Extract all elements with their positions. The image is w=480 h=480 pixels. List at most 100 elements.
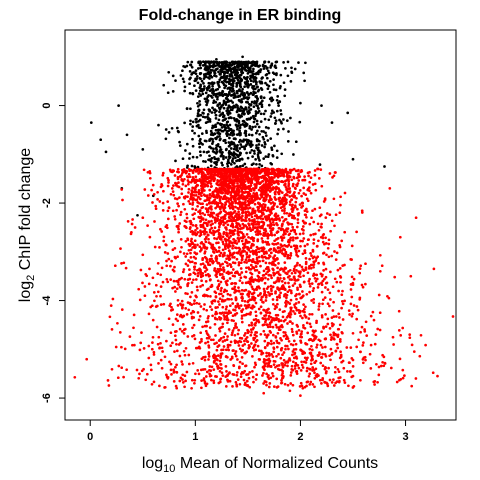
data-point bbox=[299, 101, 302, 105]
data-point bbox=[317, 228, 321, 232]
data-point bbox=[242, 378, 246, 382]
data-point bbox=[204, 384, 208, 388]
data-point bbox=[268, 292, 272, 296]
data-point bbox=[181, 381, 185, 384]
data-point bbox=[331, 324, 334, 328]
data-point bbox=[191, 203, 194, 206]
data-point bbox=[258, 132, 261, 136]
data-point bbox=[295, 372, 299, 375]
data-point bbox=[212, 92, 216, 96]
data-point bbox=[172, 193, 176, 197]
data-point bbox=[217, 284, 221, 288]
data-point bbox=[198, 209, 202, 212]
data-point bbox=[183, 353, 187, 357]
data-point bbox=[153, 245, 157, 249]
data-point bbox=[309, 362, 313, 366]
data-point bbox=[263, 176, 267, 180]
data-point bbox=[216, 364, 220, 368]
data-point bbox=[255, 334, 258, 338]
data-point bbox=[250, 323, 254, 327]
data-point bbox=[351, 386, 355, 389]
data-point bbox=[308, 284, 312, 288]
data-point bbox=[321, 279, 325, 283]
data-point bbox=[280, 239, 284, 242]
data-point bbox=[287, 130, 290, 133]
data-point bbox=[292, 339, 296, 343]
data-point bbox=[256, 262, 259, 265]
data-point bbox=[250, 128, 253, 131]
data-point bbox=[321, 234, 325, 237]
data-point bbox=[240, 190, 244, 193]
data-point bbox=[159, 328, 163, 332]
data-point bbox=[220, 80, 224, 84]
data-point bbox=[226, 318, 230, 322]
data-point bbox=[229, 358, 233, 361]
data-point bbox=[247, 376, 251, 380]
data-point bbox=[211, 106, 214, 110]
data-point bbox=[293, 194, 297, 198]
data-point bbox=[253, 336, 257, 340]
data-point bbox=[250, 215, 254, 219]
data-point bbox=[253, 323, 256, 326]
data-point bbox=[254, 82, 258, 86]
data-point bbox=[189, 222, 193, 226]
data-point bbox=[308, 282, 311, 286]
data-point bbox=[306, 331, 310, 335]
data-point bbox=[236, 202, 240, 205]
data-point bbox=[195, 74, 199, 78]
data-point bbox=[142, 347, 146, 350]
data-point bbox=[410, 343, 414, 347]
data-point bbox=[219, 354, 223, 358]
data-point bbox=[158, 384, 161, 388]
data-point bbox=[294, 347, 298, 351]
data-point bbox=[270, 109, 274, 113]
data-point bbox=[278, 118, 281, 122]
data-point bbox=[387, 296, 391, 300]
data-point bbox=[202, 356, 205, 359]
data-point bbox=[151, 183, 155, 187]
data-point bbox=[319, 361, 323, 365]
data-point bbox=[181, 373, 185, 377]
data-point bbox=[216, 229, 220, 233]
data-point bbox=[235, 311, 239, 315]
data-point bbox=[218, 110, 221, 114]
data-point bbox=[205, 230, 208, 234]
data-point bbox=[255, 119, 259, 123]
data-point bbox=[243, 260, 246, 264]
data-point bbox=[193, 131, 196, 135]
data-point bbox=[177, 204, 180, 208]
data-point bbox=[162, 235, 166, 239]
data-point bbox=[198, 63, 202, 67]
data-point bbox=[316, 255, 320, 259]
data-point bbox=[164, 137, 168, 141]
data-point bbox=[240, 299, 244, 302]
data-point bbox=[221, 89, 224, 93]
data-point bbox=[256, 228, 259, 232]
data-point bbox=[308, 257, 311, 261]
data-point bbox=[296, 218, 300, 221]
data-point bbox=[316, 167, 319, 171]
data-point bbox=[271, 267, 275, 271]
data-point bbox=[213, 132, 216, 135]
data-point bbox=[188, 91, 192, 95]
data-point bbox=[198, 86, 202, 90]
data-point bbox=[219, 189, 223, 192]
data-point bbox=[198, 314, 202, 318]
data-point bbox=[197, 123, 200, 127]
data-point bbox=[182, 332, 186, 335]
data-point bbox=[276, 223, 279, 227]
data-point bbox=[268, 79, 272, 83]
data-point bbox=[309, 368, 312, 371]
data-point bbox=[264, 229, 268, 233]
data-point bbox=[371, 310, 375, 314]
data-point bbox=[264, 134, 268, 137]
data-point bbox=[264, 109, 267, 113]
data-point bbox=[252, 380, 255, 384]
data-point bbox=[234, 282, 238, 285]
data-point bbox=[260, 105, 264, 109]
data-point bbox=[280, 191, 284, 194]
data-point bbox=[148, 171, 152, 175]
data-point bbox=[350, 258, 353, 261]
data-point bbox=[213, 155, 216, 159]
data-point bbox=[287, 182, 291, 186]
